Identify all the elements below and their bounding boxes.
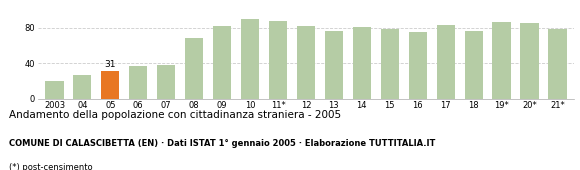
- Text: Andamento della popolazione con cittadinanza straniera - 2005: Andamento della popolazione con cittadin…: [9, 110, 341, 120]
- Bar: [325, 31, 343, 99]
- Text: 31: 31: [104, 60, 116, 69]
- Bar: [520, 23, 539, 99]
- Bar: [73, 75, 92, 99]
- Bar: [465, 31, 483, 99]
- Bar: [45, 81, 64, 99]
- Bar: [213, 26, 231, 99]
- Bar: [269, 21, 287, 99]
- Bar: [157, 65, 175, 99]
- Bar: [380, 29, 399, 99]
- Text: (*) post-censimento: (*) post-censimento: [9, 163, 92, 170]
- Bar: [297, 26, 315, 99]
- Text: COMUNE DI CALASCIBETTA (EN) · Dati ISTAT 1° gennaio 2005 · Elaborazione TUTTITAL: COMUNE DI CALASCIBETTA (EN) · Dati ISTAT…: [9, 139, 435, 148]
- Bar: [548, 29, 567, 99]
- Bar: [185, 38, 203, 99]
- Bar: [353, 27, 371, 99]
- Bar: [409, 32, 427, 99]
- Bar: [437, 25, 455, 99]
- Bar: [241, 19, 259, 99]
- Bar: [129, 66, 147, 99]
- Bar: [102, 71, 119, 99]
- Bar: [492, 22, 510, 99]
